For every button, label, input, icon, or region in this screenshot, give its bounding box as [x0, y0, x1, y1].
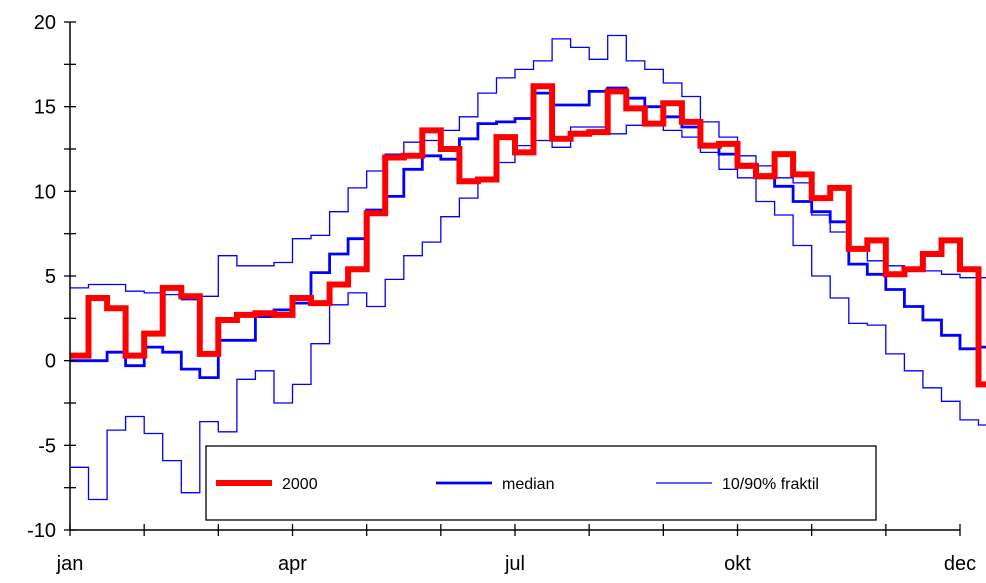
x-tick-label: jan: [56, 553, 84, 575]
y-tick-label: 5: [45, 266, 56, 288]
legend-label: 10/90% fraktil: [722, 476, 819, 493]
chart-legend: 2000 median 10/90% fraktil: [206, 446, 876, 520]
y-tick-label: 15: [34, 97, 56, 119]
x-tick-label: apr: [278, 553, 307, 575]
y-tick-label: -5: [38, 435, 56, 457]
series-layer: [70, 36, 986, 500]
x-tick-label: jul: [504, 553, 525, 575]
y-tick-label: -10: [27, 520, 56, 542]
y-tick-label: 10: [34, 181, 56, 203]
series-line-fraktil-10: [70, 122, 986, 500]
y-tick-label: 20: [34, 12, 56, 34]
series-line-2000: [70, 86, 986, 384]
y-tick-label: 0: [45, 351, 56, 373]
x-tick-label: dec: [944, 553, 976, 575]
legend-label: 2000: [282, 476, 318, 493]
x-tick-label: okt: [724, 553, 751, 575]
legend-label: median: [502, 476, 554, 493]
